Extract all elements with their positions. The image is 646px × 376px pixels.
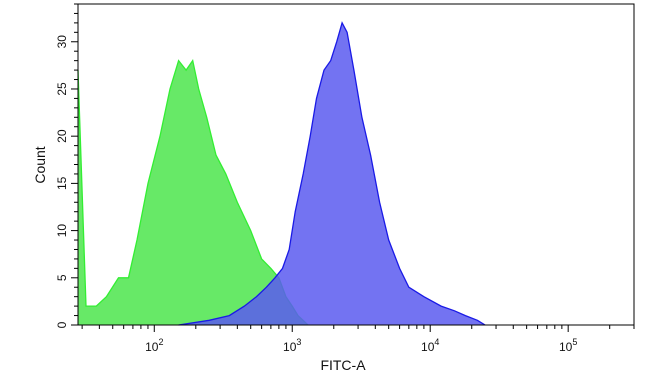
- x-tick-label: 104: [421, 337, 439, 354]
- x-tick-label: 103: [283, 337, 301, 354]
- plot-area: [77, 21, 486, 326]
- y-tick-label: 15: [55, 176, 69, 190]
- series-2-line: [178, 21, 486, 326]
- y-tick-label: 0: [55, 321, 69, 328]
- y-tick-label: 10: [55, 224, 69, 238]
- y-axis: 0 5 10 15 20 25 30: [55, 3, 78, 328]
- y-tick-label: 25: [55, 82, 69, 96]
- y-tick-label: 5: [55, 274, 69, 281]
- y-axis-label: Count: [32, 146, 48, 183]
- x-tick-label: 102: [145, 337, 163, 354]
- y-tick-label: 20: [55, 129, 69, 143]
- x-axis-label: FITC-A: [320, 357, 366, 373]
- series-1-area: [78, 60, 308, 325]
- x-axis: 102 103 104 105: [81, 325, 635, 354]
- x-tick-label: 105: [559, 337, 577, 354]
- y-tick-label: 30: [55, 35, 69, 49]
- series-2-area: [178, 22, 486, 326]
